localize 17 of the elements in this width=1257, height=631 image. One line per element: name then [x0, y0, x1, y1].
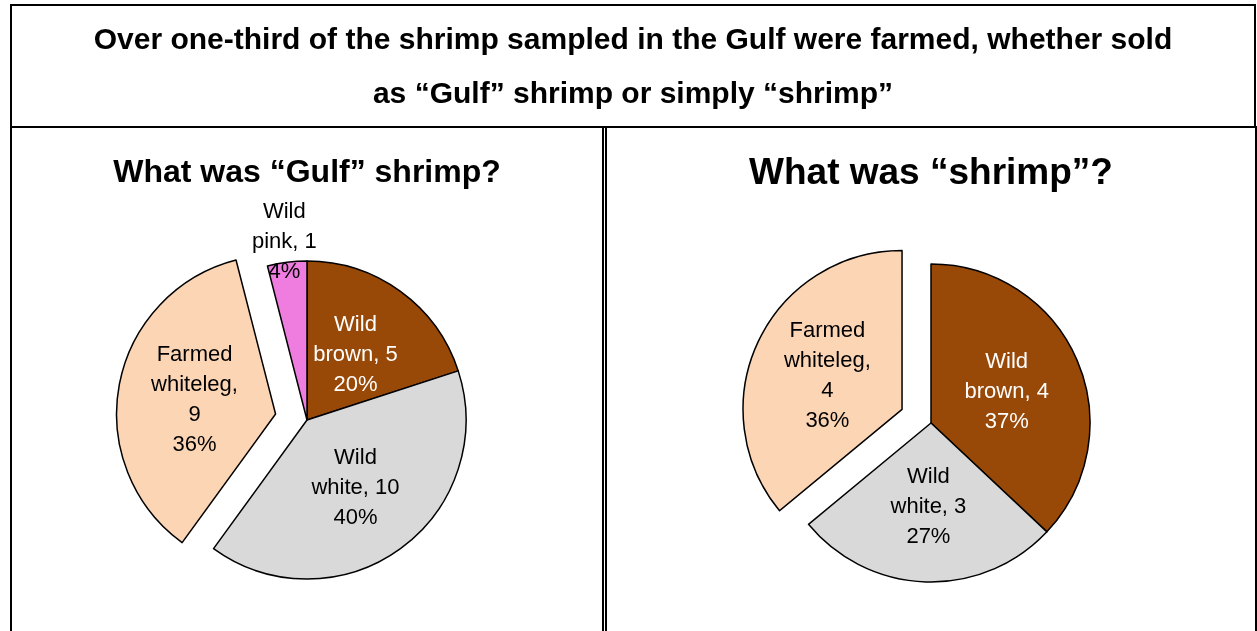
- data-label: 36%: [805, 406, 850, 432]
- text: Over one-third of the shrimp sampled in the Gulf were farmed, whether sold as “Gulf” shrimp or simply “shrimp”: [92, 21, 1174, 111]
- slice-label: Wild pink, 1: [251, 197, 317, 253]
- slice-label: Wild white, 10: [310, 444, 400, 500]
- chart-title: What was “Gulf” shrimp?: [113, 153, 501, 189]
- data-label: 4%: [268, 257, 301, 283]
- slice-label: Wild brown, 5: [313, 310, 398, 366]
- slice-label: Wild white, 3: [889, 462, 967, 518]
- data-label: 37%: [984, 407, 1029, 433]
- data-label: 27%: [906, 522, 951, 548]
- data-label: 36%: [172, 431, 217, 457]
- data-label: 40%: [333, 504, 378, 530]
- slice-label: Farmed whiteleg, 9: [150, 341, 238, 427]
- slice-label: Wild brown, 4: [964, 347, 1049, 403]
- data-label: 20%: [333, 370, 378, 396]
- chart-title: What was “shrimp”?: [749, 151, 1113, 192]
- slice-label: Farmed whiteleg, 4: [782, 316, 871, 402]
